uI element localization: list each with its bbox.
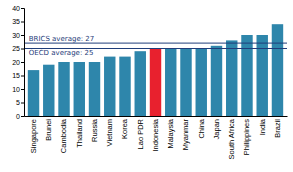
x-tick: Philippines (242, 116, 251, 155)
x-tick-label: Malaysia (166, 118, 175, 148)
bar (226, 40, 237, 116)
bar (74, 62, 85, 116)
x-tick-label: Indonesia (151, 118, 160, 151)
chart: 0 5 10 15 20 25 30 35 40 Singapore Brunei Cambodia T… (0, 0, 293, 172)
x-tick-label: Vietnam (105, 119, 114, 146)
y-tick-mark (21, 103, 24, 104)
x-tick-label: Brazil (273, 119, 282, 138)
x-tick: Singapore (29, 116, 38, 153)
y-tick-label: 35 (12, 18, 20, 25)
bar (58, 62, 69, 116)
y-tick: 5 (16, 99, 24, 106)
bar (272, 24, 283, 116)
y-tick: 40 (12, 5, 24, 12)
bar (28, 70, 39, 116)
x-tick: Myanmar (181, 116, 190, 150)
x-tick: Cambodia (59, 116, 68, 153)
y-axis: 0 5 10 15 20 25 30 35 40 (12, 5, 24, 120)
x-tick-label: Myanmar (181, 119, 190, 151)
y-tick-mark (21, 35, 24, 36)
y-tick-label: 5 (16, 99, 20, 106)
bar (135, 51, 146, 116)
y-tick: 10 (12, 86, 24, 93)
x-tick: Vietnam (105, 116, 114, 146)
bar (241, 35, 252, 116)
y-tick-label: 40 (12, 5, 20, 12)
y-tick-label: 15 (12, 72, 20, 79)
bar (150, 49, 161, 117)
reference-label: BRICS average: 27 (29, 35, 94, 43)
x-tick: India (258, 116, 267, 135)
x-tick-label: South Africa (227, 118, 236, 159)
x-tick: Brazil (273, 116, 282, 138)
x-tick: Brunei (44, 116, 53, 141)
x-tick: Malaysia (166, 116, 175, 149)
x-tick-label: Thailand (75, 119, 84, 148)
bar (196, 49, 207, 117)
y-tick-mark (21, 116, 24, 117)
x-tick-label: Lao PDR (136, 118, 145, 149)
x-tick: Thailand (75, 116, 84, 148)
y-tick-mark (21, 49, 24, 50)
x-tick-label: Philippines (242, 119, 251, 156)
y-tick-label: 25 (12, 45, 20, 52)
x-tick: South Africa (227, 116, 236, 159)
y-tick-label: 10 (12, 86, 20, 93)
x-tick: China (197, 116, 206, 139)
y-tick-mark (21, 89, 24, 90)
y-tick-label: 20 (12, 59, 20, 66)
bar (211, 46, 222, 116)
x-tick-label: Russia (90, 118, 99, 142)
bar (257, 35, 268, 116)
x-tick-label: China (197, 118, 206, 138)
y-tick: 0 (16, 113, 24, 120)
x-tick: Lao PDR (136, 116, 145, 149)
bar (43, 65, 54, 116)
y-tick: 25 (12, 45, 24, 52)
x-tick-label: India (258, 118, 267, 135)
bar (89, 62, 100, 116)
y-tick: 15 (12, 72, 24, 79)
bar (165, 49, 176, 117)
y-tick: 30 (12, 32, 24, 39)
x-tick-label: Brunei (44, 119, 53, 141)
bar (119, 57, 130, 116)
x-tick-label: Japan (212, 119, 221, 139)
x-tick-label: Singapore (29, 119, 38, 153)
x-tick: Indonesia (151, 116, 160, 152)
x-tick: Korea (120, 116, 129, 139)
bar (180, 49, 191, 117)
y-axis-line (21, 9, 25, 117)
reference-label: OECD average: 25 (29, 49, 94, 57)
y-tick-mark (21, 8, 24, 9)
y-tick: 35 (12, 18, 24, 25)
x-tick: Japan (212, 116, 221, 139)
x-tick: Russia (90, 116, 99, 142)
y-tick-mark (21, 62, 24, 63)
x-axis-line (25, 116, 288, 117)
y-tick: 20 (12, 59, 24, 66)
y-tick-mark (21, 76, 24, 77)
x-axis: Singapore Brunei Cambodia Thailand Russia Vie… (25, 116, 288, 159)
plot-area: 0 5 10 15 20 25 30 35 40 Singapore Brunei Cambodia T… (12, 5, 287, 160)
y-tick-label: 0 (16, 113, 20, 120)
y-tick-label: 30 (12, 32, 20, 39)
annotations: BRICS average: 27 OECD average: 25 (29, 35, 94, 57)
x-tick-label: Korea (120, 118, 129, 139)
x-tick-label: Cambodia (59, 118, 68, 153)
marks (24, 24, 287, 116)
y-tick-mark (21, 22, 24, 23)
bar (104, 57, 115, 116)
